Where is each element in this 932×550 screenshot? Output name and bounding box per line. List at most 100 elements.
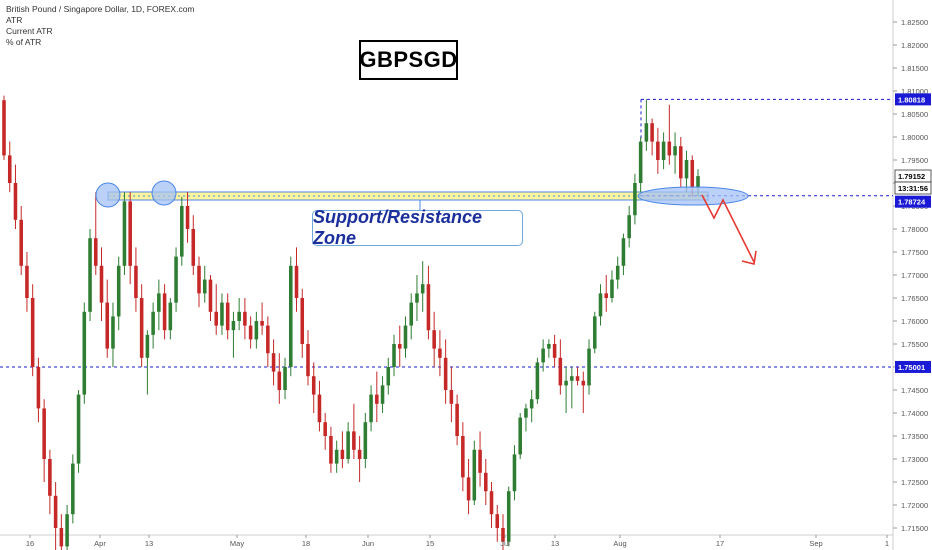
candle-body bbox=[128, 201, 132, 266]
x-tick-label: 13 bbox=[145, 539, 153, 548]
candle-body bbox=[598, 293, 603, 317]
candle bbox=[489, 482, 494, 528]
candle-body bbox=[529, 399, 534, 409]
candle-body bbox=[415, 293, 419, 303]
candle-body bbox=[518, 417, 522, 455]
candle-body bbox=[202, 279, 207, 294]
x-tick-label: Apr bbox=[94, 539, 106, 548]
candle bbox=[661, 132, 666, 170]
candle bbox=[443, 339, 448, 404]
price-tags: 1.80818 1.79152 13:31:56 1.78724 1.75001 bbox=[894, 93, 932, 373]
candle-body bbox=[638, 141, 643, 183]
candle bbox=[558, 339, 563, 395]
candle-body bbox=[409, 302, 414, 326]
y-tick-label: 1.76000 bbox=[901, 317, 928, 326]
zone-price-tag-bg bbox=[895, 195, 931, 208]
candle-body bbox=[168, 302, 173, 331]
candle bbox=[644, 99, 649, 151]
candle bbox=[501, 514, 505, 550]
candle-body bbox=[306, 344, 310, 377]
candle bbox=[145, 330, 150, 395]
candle bbox=[311, 362, 316, 413]
candle-body bbox=[105, 302, 110, 349]
candle bbox=[512, 445, 517, 501]
countdown-tag-bg bbox=[894, 181, 932, 195]
candle bbox=[552, 334, 557, 367]
candle-body bbox=[392, 344, 396, 367]
x-tick-label: Jun bbox=[362, 539, 374, 548]
candle bbox=[99, 247, 104, 321]
candle bbox=[59, 514, 64, 550]
candle-body bbox=[587, 348, 591, 386]
breakout-ellipse bbox=[637, 186, 749, 206]
candle-body bbox=[317, 394, 322, 423]
candle-body bbox=[111, 316, 115, 349]
y-tick-label: 1.74000 bbox=[901, 409, 928, 418]
candle bbox=[36, 357, 41, 423]
zone-price-tag-text: 1.78724 bbox=[898, 198, 926, 207]
candle bbox=[254, 311, 259, 349]
zone-label-callout[interactable]: Support/Resistance Zone bbox=[312, 207, 523, 248]
candle bbox=[271, 339, 276, 386]
candle-body bbox=[139, 298, 144, 358]
candle bbox=[587, 339, 591, 395]
candle bbox=[506, 486, 511, 547]
candle-body bbox=[426, 284, 431, 331]
candle bbox=[621, 233, 626, 275]
candle-body bbox=[271, 353, 276, 372]
support-resistance-zone bbox=[107, 191, 709, 201]
candle-body bbox=[484, 472, 488, 492]
candle-body bbox=[197, 265, 201, 294]
candle bbox=[2, 95, 6, 160]
candle bbox=[82, 302, 87, 404]
candle bbox=[610, 270, 614, 303]
candle bbox=[53, 482, 58, 550]
support-price-tag: 1.75001 bbox=[895, 360, 931, 373]
candle-body bbox=[420, 284, 425, 294]
candle bbox=[615, 256, 620, 289]
candle-body bbox=[386, 367, 391, 386]
candle-body bbox=[650, 123, 654, 142]
y-tick-label: 1.82000 bbox=[901, 41, 928, 50]
candle bbox=[432, 311, 436, 367]
candle bbox=[650, 118, 654, 156]
y-tick-label: 1.82500 bbox=[901, 18, 928, 27]
candle-body bbox=[231, 321, 236, 331]
candle bbox=[180, 196, 184, 266]
indicator-current-atr[interactable]: Current ATR bbox=[6, 26, 53, 36]
y-tick-label: 1.78000 bbox=[901, 225, 928, 234]
symbol-label-box[interactable]: GBPSGD bbox=[359, 40, 458, 80]
zone-price-tag: 1.78724 bbox=[895, 195, 931, 208]
candle bbox=[25, 252, 29, 312]
candle bbox=[638, 137, 643, 193]
candle bbox=[472, 440, 477, 505]
candle bbox=[134, 247, 138, 312]
candle bbox=[191, 215, 196, 275]
price-axis[interactable]: 1.82500 1.82000 1.81500 1.81000 1.80500 1.800… bbox=[893, 18, 928, 533]
candle-body bbox=[48, 459, 52, 496]
candle-body bbox=[162, 293, 167, 331]
candle bbox=[168, 298, 173, 340]
candle bbox=[340, 431, 345, 469]
candle bbox=[174, 247, 178, 312]
candle bbox=[214, 284, 218, 335]
candle bbox=[547, 339, 551, 358]
candle bbox=[283, 357, 287, 400]
candle-body bbox=[455, 403, 459, 436]
candle bbox=[93, 192, 98, 275]
candle bbox=[116, 256, 121, 331]
candle bbox=[7, 141, 12, 193]
candle bbox=[71, 454, 75, 524]
candle-body bbox=[311, 376, 316, 395]
candle-body bbox=[208, 279, 213, 312]
indicator-percent-atr[interactable]: % of ATR bbox=[6, 37, 42, 47]
x-tick-label: Sep bbox=[809, 539, 822, 548]
candle-body bbox=[283, 367, 287, 390]
candle-body bbox=[340, 449, 345, 459]
candle bbox=[604, 275, 609, 312]
candle-body bbox=[82, 311, 87, 395]
indicator-atr[interactable]: ATR bbox=[6, 15, 23, 25]
candle-body bbox=[300, 298, 305, 344]
time-axis[interactable]: 16 Apr 13 May 18 Jun 15 Jul 13 Aug 17 Sep 1 bbox=[26, 535, 889, 548]
